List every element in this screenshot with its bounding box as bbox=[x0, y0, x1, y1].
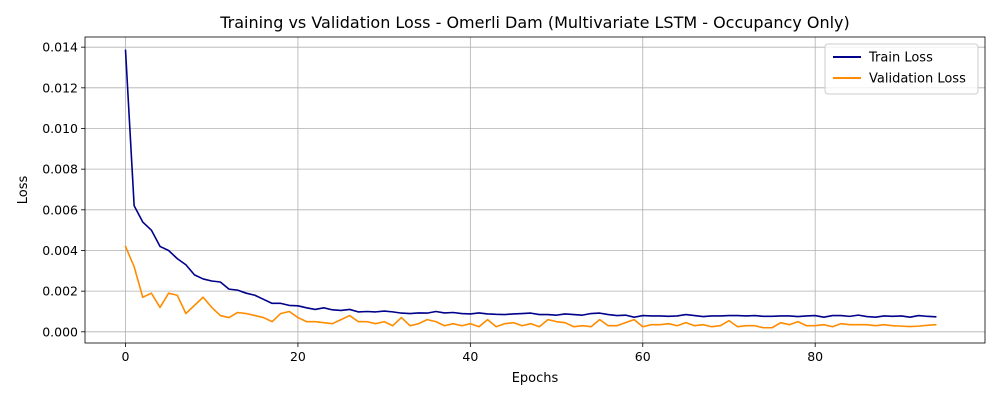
x-tick-label: 40 bbox=[462, 349, 478, 364]
legend: Train Loss Validation Loss bbox=[824, 43, 979, 95]
chart-title: Training vs Validation Loss - Omerli Dam… bbox=[219, 13, 850, 32]
plot-frame bbox=[84, 36, 986, 344]
y-tick-label: 0.002 bbox=[42, 284, 78, 299]
x-axis-title: Epochs bbox=[512, 371, 559, 386]
grid-lines bbox=[85, 37, 985, 343]
y-tick-label: 0.010 bbox=[42, 121, 78, 136]
y-tick-label: 0.006 bbox=[42, 202, 78, 217]
y-tick-label: 0.000 bbox=[42, 324, 78, 339]
legend-label-validation: Validation Loss bbox=[869, 72, 966, 87]
y-tick-label: 0.012 bbox=[42, 80, 78, 95]
x-tick-label: 0 bbox=[122, 349, 130, 364]
y-tick-label: 0.008 bbox=[42, 162, 78, 177]
y-axis-title: Loss bbox=[16, 176, 31, 205]
legend-label-train: Train Loss bbox=[868, 51, 933, 66]
x-tick-label: 20 bbox=[290, 349, 306, 364]
validation-loss-line bbox=[124, 245, 937, 329]
y-tick-label: 0.014 bbox=[42, 40, 78, 55]
y-tick-label: 0.004 bbox=[42, 243, 78, 258]
x-tick-label: 60 bbox=[635, 349, 651, 364]
train-loss-line bbox=[124, 49, 937, 318]
x-ticks: 0 20 40 60 80 bbox=[122, 343, 823, 364]
x-tick-label: 80 bbox=[807, 349, 823, 364]
series-lines bbox=[124, 49, 937, 329]
legend-box bbox=[824, 43, 979, 95]
y-ticks: 0.000 0.002 0.004 0.006 0.008 0.010 0.012 0.014 bbox=[42, 40, 85, 339]
